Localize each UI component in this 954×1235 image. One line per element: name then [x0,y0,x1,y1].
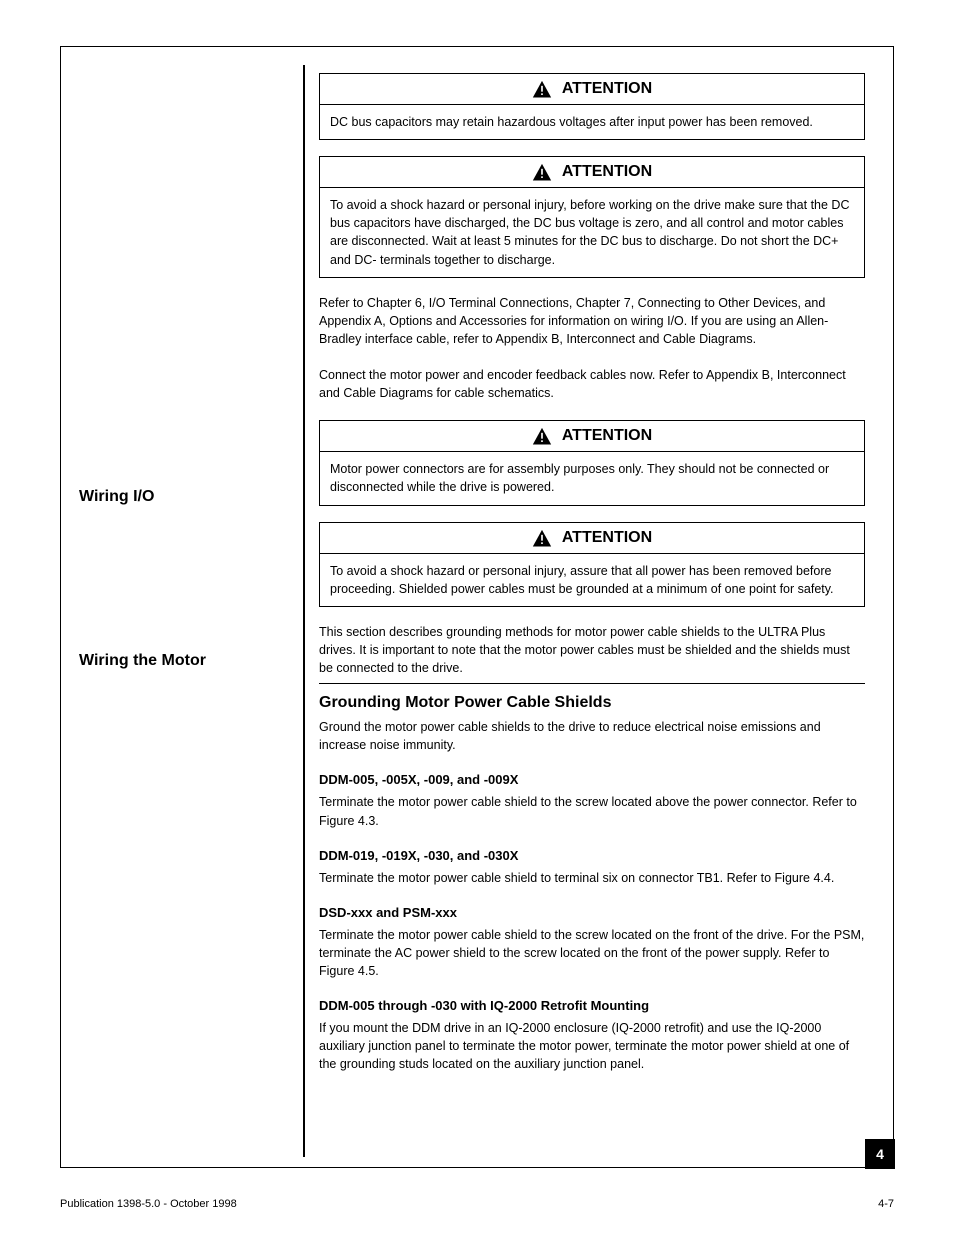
warning-header-2: ATTENTION [320,157,864,188]
sub-3: DSD-xxx and PSM-xxx [319,905,865,920]
warning-label-4: ATTENTION [562,529,652,547]
sidebar-title-io: Wiring I/O [79,487,273,507]
sidebar-title-motor: Wiring the Motor [79,651,273,671]
warning-body-1: DC bus capacitors may retain hazardous v… [320,105,864,139]
sidebar-section-motor: Wiring the Motor [79,651,273,671]
page-tab-number: 4 [876,1146,884,1162]
warning-body-3: Motor power connectors are for assembly … [320,452,864,504]
para-motor-intro: Connect the motor power and encoder feed… [319,366,865,402]
attention-icon [532,163,552,181]
warning-header-3: ATTENTION [320,421,864,452]
page-tab: 4 [865,1139,895,1169]
warning-header-4: ATTENTION [320,523,864,554]
para-sub-1: Terminate the motor power cable shield t… [319,793,865,829]
sub-4: DDM-005 through -030 with IQ-2000 Retrof… [319,998,865,1013]
attention-icon [532,529,552,547]
warning-label-2: ATTENTION [562,163,652,181]
warning-label-1: ATTENTION [562,80,652,98]
warning-body-2: To avoid a shock hazard or personal inju… [320,188,864,277]
para-sub-2: Terminate the motor power cable shield t… [319,869,865,887]
sub-2: DDM-019, -019X, -030, and -030X [319,848,865,863]
section-rule [319,683,865,684]
warning-box-3: ATTENTION Motor power connectors are for… [319,420,865,505]
page-frame: Wiring I/O Wiring the Motor ATTENTION DC… [60,46,894,1168]
sidebar-section-io: Wiring I/O [79,487,273,507]
para-io: Refer to Chapter 6, I/O Terminal Connect… [319,294,865,348]
column-divider [303,65,305,1157]
sub-1: DDM-005, -005X, -009, and -009X [319,772,865,787]
warning-body-4: To avoid a shock hazard or personal inju… [320,554,864,606]
attention-icon [532,80,552,98]
main-column: ATTENTION DC bus capacitors may retain h… [319,47,879,1112]
warning-box-1: ATTENTION DC bus capacitors may retain h… [319,73,865,140]
footer-left: Publication 1398-5.0 - October 1998 [60,1198,237,1210]
footer-right: 4-7 [878,1198,894,1210]
para-sub-4: If you mount the DDM drive in an IQ-2000… [319,1019,865,1073]
warning-label-3: ATTENTION [562,427,652,445]
warning-box-4: ATTENTION To avoid a shock hazard or per… [319,522,865,607]
warning-header-1: ATTENTION [320,74,864,105]
para-grounding: Ground the motor power cable shields to … [319,718,865,754]
para-motor-note: This section describes grounding methods… [319,623,865,677]
subhead-grounding: Grounding Motor Power Cable Shields [319,694,865,712]
para-sub-3: Terminate the motor power cable shield t… [319,926,865,980]
warning-box-2: ATTENTION To avoid a shock hazard or per… [319,156,865,278]
footer: Publication 1398-5.0 - October 1998 4-7 [60,1198,894,1210]
attention-icon [532,427,552,445]
sidebar: Wiring I/O Wiring the Motor [61,47,287,1167]
